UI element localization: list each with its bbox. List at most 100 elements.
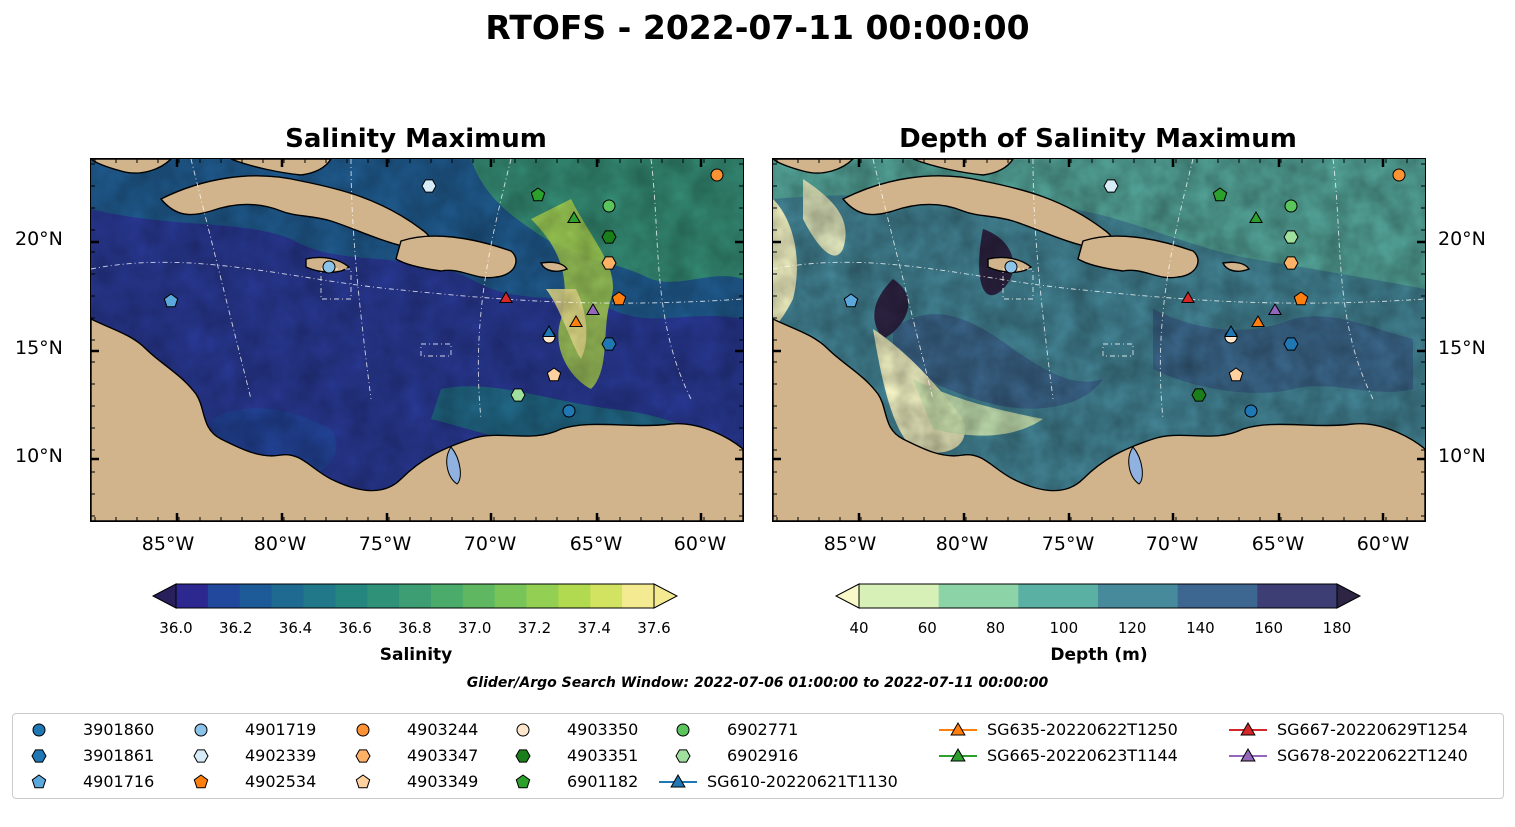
legend-item-label: SG610-20220621T1130 bbox=[707, 772, 898, 791]
legend-item: 4902534 bbox=[189, 771, 489, 793]
lon-tick-label-left: 70°W bbox=[463, 533, 517, 555]
colorbar-segment bbox=[1018, 584, 1099, 608]
legend-item-label: 4903350 bbox=[567, 720, 639, 739]
lat-tick-label-left: 10°N bbox=[15, 445, 63, 467]
lon-tick-label-right: 70°W bbox=[1145, 533, 1199, 555]
observation-marker bbox=[562, 404, 576, 418]
legend-item: 3901861 bbox=[27, 745, 327, 767]
lon-tick-label-right: 75°W bbox=[1041, 533, 1095, 555]
legend-item-label: 3901861 bbox=[83, 746, 155, 765]
colorbar-segment bbox=[335, 584, 368, 608]
pentagon-marker-icon bbox=[515, 774, 531, 789]
legend-item: 4903350 bbox=[511, 719, 811, 741]
hispaniola-shape bbox=[395, 235, 517, 279]
legend-item-label: 4901716 bbox=[83, 772, 155, 791]
legend-item: 3901860 bbox=[27, 719, 327, 741]
circle-marker-icon bbox=[516, 723, 530, 737]
observation-marker bbox=[710, 168, 724, 182]
triangle-marker-icon bbox=[659, 773, 697, 788]
search-window-note: Glider/Argo Search Window: 2022-07-06 01… bbox=[466, 675, 1049, 691]
observation-marker bbox=[1228, 367, 1244, 382]
legend-item-label: 4903244 bbox=[407, 720, 479, 739]
triangle-marker-icon bbox=[939, 747, 977, 762]
observation-marker bbox=[602, 199, 616, 213]
puerto-rico-shape bbox=[539, 261, 569, 272]
legend-item-label: 4903349 bbox=[407, 772, 479, 791]
observation-marker bbox=[1181, 291, 1195, 303]
legend-item: 4903351 bbox=[511, 745, 811, 767]
colorbar-tick-label: 36.4 bbox=[278, 619, 313, 637]
colorbar-segment bbox=[207, 584, 241, 608]
lat-tick-label-left: 15°N bbox=[15, 337, 63, 359]
legend-item: 6902916 bbox=[671, 745, 971, 767]
colorbar-segment bbox=[622, 584, 655, 608]
colorbar-tick-label: 36.2 bbox=[219, 619, 253, 637]
colorbar-extend-high bbox=[1336, 583, 1362, 609]
lat-tick-label-right: 20°N bbox=[1438, 228, 1486, 250]
observation-marker bbox=[843, 293, 859, 308]
colorbar-extend-low bbox=[151, 583, 177, 609]
panel-title-depth: Depth of Salinity Maximum bbox=[899, 124, 1297, 154]
colorbar-segment bbox=[590, 584, 623, 608]
observation-marker bbox=[601, 230, 617, 244]
hexagon-marker-icon bbox=[31, 749, 47, 763]
colorbar-segment bbox=[1098, 584, 1179, 608]
colorbar-tick-label: 80 bbox=[986, 619, 1006, 637]
observation-marker bbox=[499, 291, 513, 303]
colorbar-segment bbox=[367, 584, 400, 608]
observation-marker bbox=[1268, 303, 1282, 315]
colorbar-tick-label: 140 bbox=[1186, 619, 1215, 637]
observation-marker bbox=[586, 303, 600, 315]
colorbar-tick-label: 60 bbox=[917, 619, 937, 637]
circle-marker-icon bbox=[194, 723, 208, 737]
colorbar-segment bbox=[859, 584, 940, 608]
observation-marker bbox=[1224, 325, 1238, 337]
legend-item-label: 6901182 bbox=[567, 772, 639, 791]
colorbar-tick-label: 100 bbox=[1049, 619, 1079, 637]
legend-item-label: SG665-20220623T1144 bbox=[987, 746, 1178, 765]
legend-item-label: 6902771 bbox=[727, 720, 799, 739]
legend-item: 4902339 bbox=[189, 745, 489, 767]
colorbar-tick-label: 180 bbox=[1322, 619, 1352, 637]
central-south-america-shape bbox=[91, 318, 743, 521]
legend-item: 4903349 bbox=[351, 771, 651, 793]
observation-marker bbox=[1244, 404, 1258, 418]
colorbar-segment bbox=[303, 584, 336, 608]
lat-tick-label-right: 10°N bbox=[1438, 445, 1486, 467]
colorbar-tick-label: 36.8 bbox=[398, 619, 432, 637]
depth-colorbar bbox=[834, 583, 1362, 609]
colorbar-segment bbox=[271, 584, 304, 608]
hexagon-marker-icon bbox=[515, 749, 531, 763]
colorbar-tick-label: 40 bbox=[849, 619, 869, 637]
legend-item: SG610-20220621T1130 bbox=[657, 771, 957, 793]
lat-tick-label-left: 20°N bbox=[15, 228, 63, 250]
lon-tick-label-right: 85°W bbox=[823, 533, 877, 555]
observation-marker bbox=[601, 256, 617, 270]
colorbar-frame bbox=[175, 583, 655, 609]
legend: 3901860 3901861 4901716 4901719 4902339 49025… bbox=[12, 713, 1504, 799]
observation-marker bbox=[1004, 260, 1018, 274]
depth-colorbar-label: Depth (m) bbox=[1050, 645, 1148, 665]
observation-marker bbox=[569, 315, 583, 327]
observation-marker bbox=[1249, 211, 1263, 223]
lake-maracaibo bbox=[446, 446, 461, 485]
observation-marker bbox=[1293, 291, 1309, 306]
observation-marker bbox=[601, 337, 617, 351]
triangle-marker-icon bbox=[939, 721, 977, 736]
colorbar-tick-label: 36.0 bbox=[159, 619, 193, 637]
observation-marker bbox=[163, 293, 179, 308]
legend-item: 6902771 bbox=[671, 719, 971, 741]
observation-marker bbox=[611, 291, 627, 306]
colorbar-tick-label: 120 bbox=[1117, 619, 1147, 637]
legend-item: 4903347 bbox=[351, 745, 651, 767]
colorbar-segment bbox=[176, 584, 209, 608]
legend-item: SG665-20220623T1144 bbox=[937, 745, 1237, 767]
panel-title-salinity: Salinity Maximum bbox=[285, 124, 547, 154]
triangle-marker-icon bbox=[1229, 747, 1267, 762]
observation-marker bbox=[1392, 168, 1406, 182]
observation-marker bbox=[542, 325, 556, 337]
lon-tick-label-left: 65°W bbox=[569, 533, 623, 555]
legend-item-label: SG667-20220629T1254 bbox=[1277, 720, 1468, 739]
legend-item-label: 4903347 bbox=[407, 746, 479, 765]
colorbar-tick-label: 37.4 bbox=[577, 619, 611, 637]
